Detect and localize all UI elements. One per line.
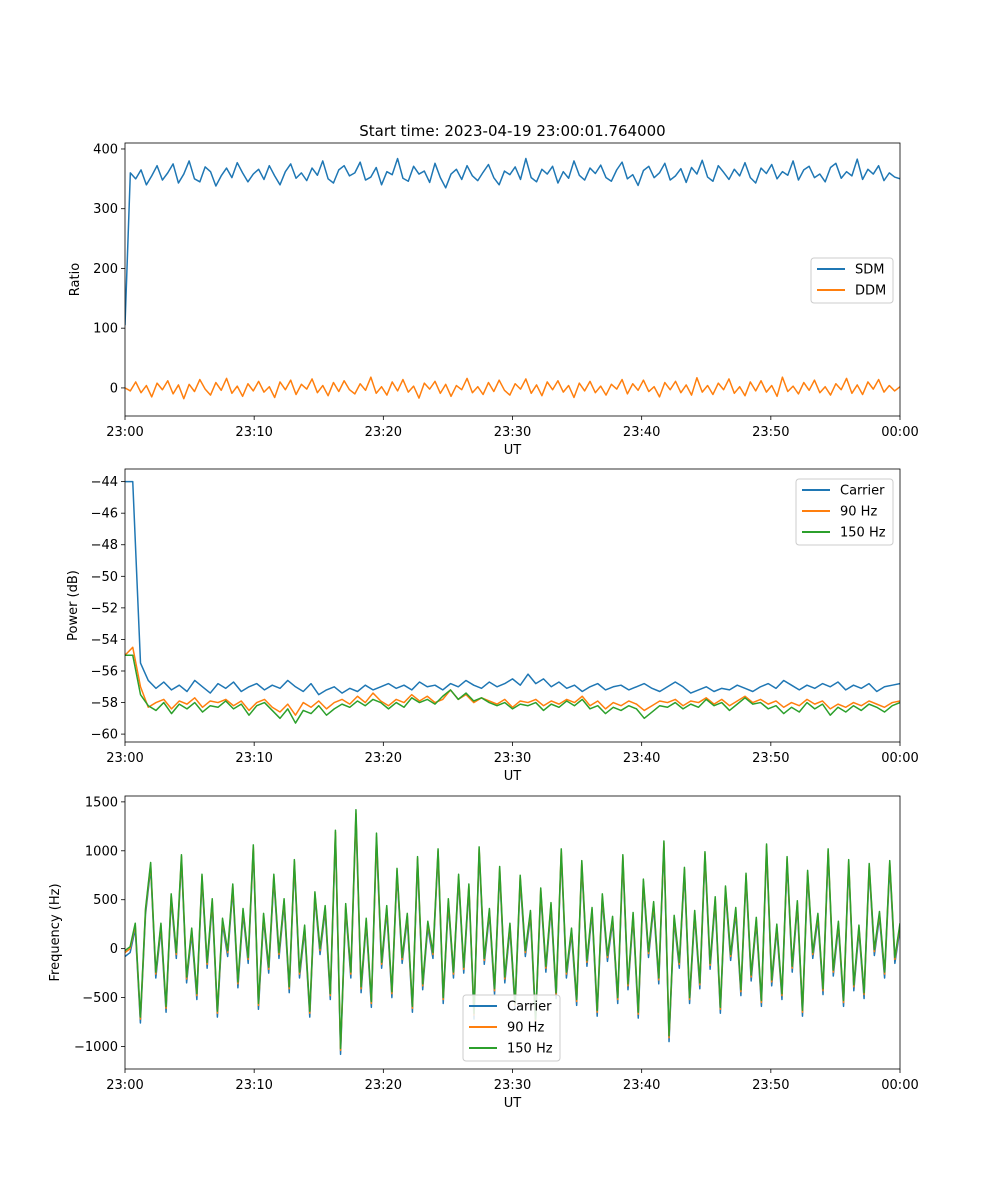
y-tick-label: −50	[91, 570, 118, 585]
legend: Carrier 90 Hz 150 Hz	[795, 478, 894, 546]
series-line-sdm	[125, 157, 900, 326]
y-tick-label: −500	[82, 991, 118, 1006]
y-tick-label: −58	[91, 696, 118, 711]
chart-panel-3: 23:00 23:10 23:20 23:30 23:40 23:50 00:00 1500 1…	[48, 795, 919, 1111]
legend-entry: 90 Hz	[840, 505, 877, 520]
x-tick-label: 23:40	[623, 751, 660, 766]
x-tick-label: 23:40	[623, 1078, 660, 1093]
y-tick-label: −60	[91, 728, 118, 743]
legend: Carrier 90 Hz 150 Hz	[462, 994, 561, 1062]
x-tick-label: 23:10	[235, 1078, 272, 1093]
legend-entry: DDM	[855, 284, 886, 299]
y-tick-label: 100	[93, 322, 118, 337]
y-tick-label: 400	[93, 142, 118, 157]
legend: SDM DDM	[810, 257, 894, 304]
series-lines	[125, 808, 900, 1056]
series-lines	[125, 480, 900, 724]
x-tick-label: 23:00	[106, 751, 143, 766]
y-axis-label: Power (dB)	[66, 570, 81, 641]
series-line-150-hz	[125, 808, 900, 1050]
series-line-ddm	[125, 376, 900, 400]
y-axis-label: Ratio	[68, 263, 83, 296]
series-line-carrier	[125, 480, 900, 696]
x-tick-label: 23:30	[494, 751, 531, 766]
y-tick-label: −1000	[74, 1040, 118, 1055]
y-tick-label: −56	[91, 664, 118, 679]
y-tick-label: −52	[91, 601, 118, 616]
x-tick-label: 23:10	[235, 425, 272, 440]
y-tick-label: 1500	[85, 795, 118, 810]
y-axis-label: Frequency (Hz)	[48, 883, 63, 981]
y-tick-label: −48	[91, 538, 118, 553]
x-tick-label: 23:00	[106, 1078, 143, 1093]
y-tick-label: 500	[93, 893, 118, 908]
legend-box	[795, 478, 894, 546]
x-axis-label: UT	[504, 769, 522, 784]
series-line-90-hz	[125, 646, 900, 716]
chart-panel-2: 23:00 23:10 23:20 23:30 23:40 23:50 00:00 −44 −4…	[66, 468, 919, 784]
chart-panels: 23:00 23:10 23:20 23:30 23:40 23:50 00:00 0 100 2…	[48, 142, 919, 1111]
x-axis-label: UT	[504, 1096, 522, 1111]
x-tick-label: 23:50	[752, 425, 789, 440]
x-axis-label: UT	[504, 443, 522, 458]
x-tick-label: 23:30	[494, 425, 531, 440]
legend-entry: 150 Hz	[507, 1042, 553, 1057]
legend-entry: Carrier	[840, 484, 885, 499]
y-tick-label: 0	[110, 381, 118, 396]
series-lines	[125, 157, 900, 400]
x-tick-label: 00:00	[881, 1078, 918, 1093]
x-tick-label: 23:20	[365, 751, 402, 766]
x-tick-label: 23:40	[623, 425, 660, 440]
x-tick-label: 23:30	[494, 1078, 531, 1093]
x-tick-label: 00:00	[881, 751, 918, 766]
figure-title: Start time: 2023-04-19 23:00:01.764000	[359, 122, 665, 140]
y-tick-label: 1000	[85, 844, 118, 859]
y-tick-label: −44	[91, 475, 118, 490]
x-tick-label: 23:10	[235, 751, 272, 766]
legend-entry: SDM	[855, 263, 884, 278]
y-tick-label: −46	[91, 507, 118, 522]
legend-entry: Carrier	[507, 1000, 552, 1015]
x-tick-label: 00:00	[881, 425, 918, 440]
chart-panel-1: 23:00 23:10 23:20 23:30 23:40 23:50 00:00 0 100 2…	[68, 142, 919, 458]
x-tick-label: 23:20	[365, 1078, 402, 1093]
x-tick-label: 23:20	[365, 425, 402, 440]
legend-entry: 90 Hz	[507, 1021, 544, 1036]
x-tick-label: 23:50	[752, 1078, 789, 1093]
legend-box	[462, 994, 561, 1062]
y-tick-label: 200	[93, 262, 118, 277]
series-line-150-hz	[125, 654, 900, 724]
y-tick-label: 0	[110, 942, 118, 957]
y-tick-label: −54	[91, 633, 118, 648]
legend-entry: 150 Hz	[840, 526, 886, 541]
x-tick-label: 23:00	[106, 425, 143, 440]
x-tick-label: 23:50	[752, 751, 789, 766]
y-tick-label: 300	[93, 202, 118, 217]
